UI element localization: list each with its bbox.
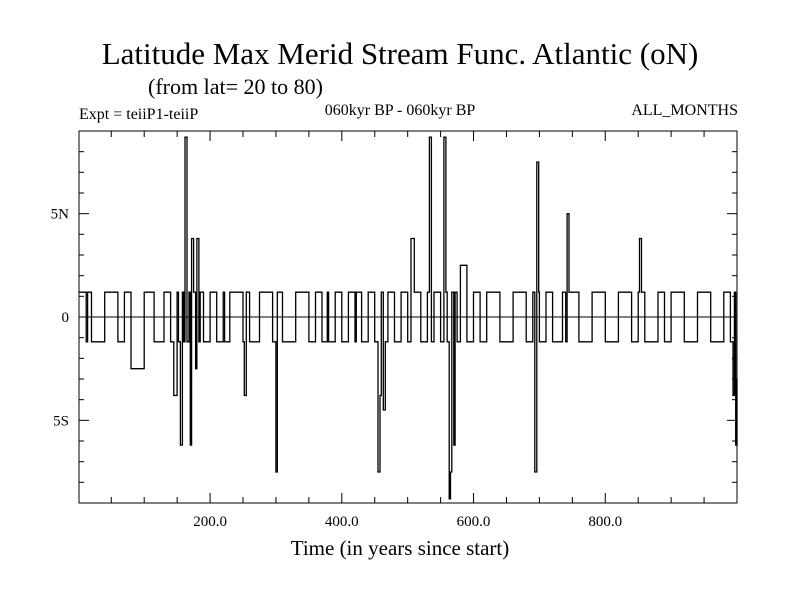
series-line (79, 136, 738, 500)
chart-subtitle: (from lat= 20 to 80) (148, 74, 323, 99)
x-tick-label: 600.0 (457, 514, 491, 530)
x-tick-label: 800.0 (588, 514, 622, 530)
x-tick-label: 200.0 (193, 514, 227, 530)
series-lines (79, 136, 738, 500)
y-tick-label: 5S (53, 413, 69, 429)
axis-tick-labels: 200.0 400.0 600.0 800.0 5N 0 5S (51, 207, 622, 530)
months-label: ALL_MONTHS (631, 102, 738, 119)
chart-title: Latitude Max Merid Stream Func. Atlantic… (101, 36, 699, 71)
y-tick-label: 0 (62, 310, 70, 326)
x-axis-label: Time (in years since start) (290, 536, 510, 560)
period-label: 060kyr BP - 060kyr BP (324, 102, 476, 119)
y-tick-label: 5N (51, 207, 70, 223)
x-tick-label: 400.0 (325, 514, 359, 530)
experiment-label: Expt = teiiP1-teiiP (79, 106, 199, 123)
